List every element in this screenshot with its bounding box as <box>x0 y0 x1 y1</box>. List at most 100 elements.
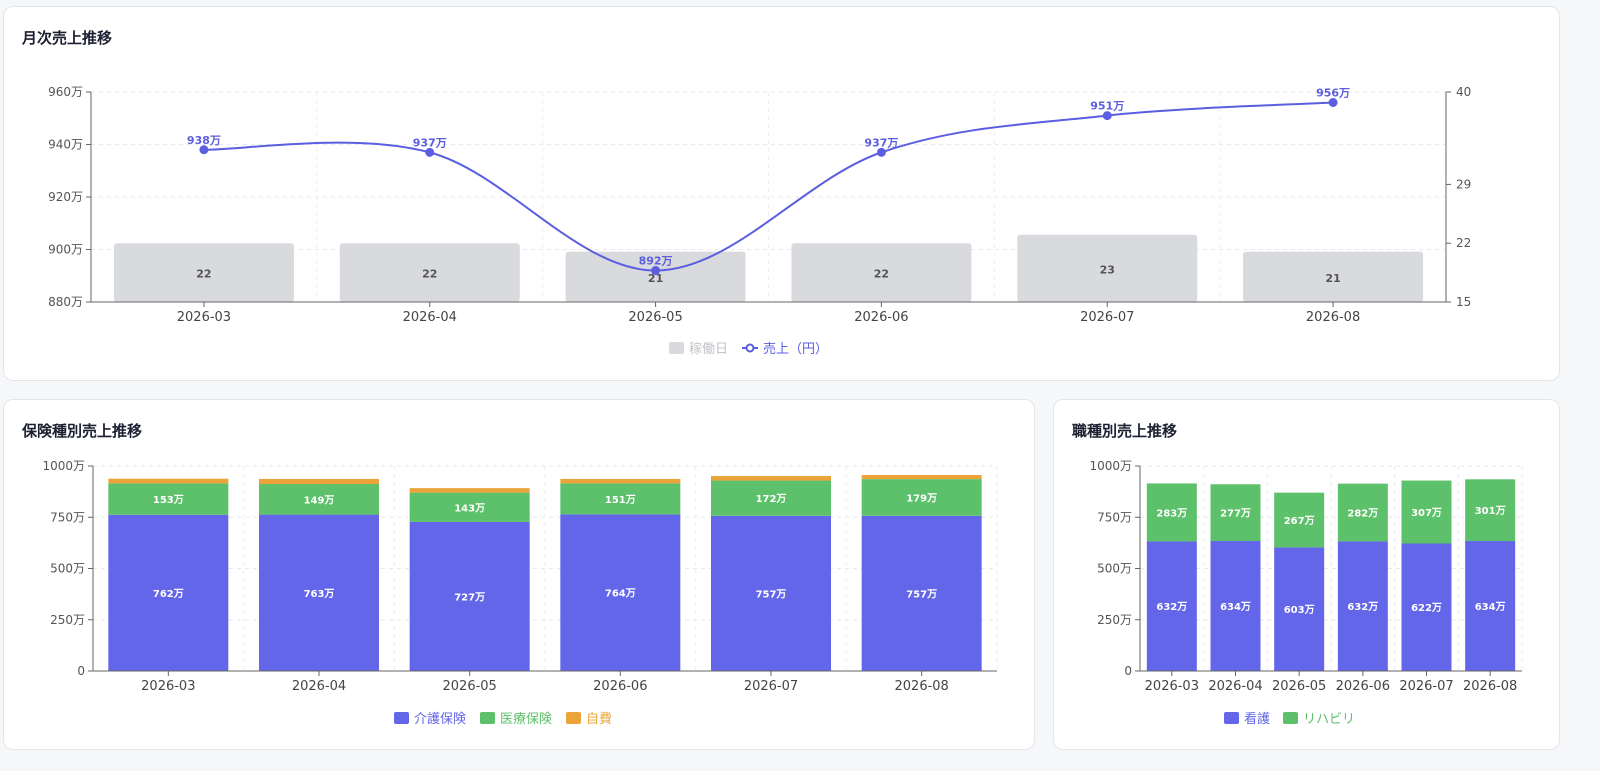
segment-value-label: 172万 <box>756 493 787 505</box>
segment-value-label: 151万 <box>605 494 636 506</box>
y-left-tick-label: 940万 <box>48 138 83 152</box>
y-left-tick-label: 960万 <box>48 85 83 99</box>
stacked-bar-segment <box>1401 543 1452 671</box>
segment-value-label: 301万 <box>1475 505 1506 517</box>
stacked-bar-segment <box>711 515 831 671</box>
stacked-bar-segment <box>861 479 982 516</box>
working-days-bar <box>113 243 294 302</box>
stacked-bar-segment <box>861 475 982 480</box>
sales-point <box>876 147 886 157</box>
insurance-sales-card: 保険種別売上推移 0 250万 500万 750万 1000万 762万 153万 2026-… <box>3 399 1035 750</box>
stacked-bar-segment <box>1210 484 1261 542</box>
y-tick-label: 1000万 <box>1089 459 1132 473</box>
segment-value-label: 632万 <box>1347 601 1378 613</box>
stacked-bar-segment <box>1465 479 1516 542</box>
stacked-bar-segment <box>108 514 229 671</box>
segment-value-label: 277万 <box>1220 508 1251 520</box>
legend-swatch <box>394 712 409 724</box>
legend-swatch <box>566 712 581 724</box>
stacked-bar-segment <box>1146 483 1197 542</box>
x-tick-label: 2026-05 <box>1272 679 1326 694</box>
y-tick-label: 500万 <box>1097 562 1132 576</box>
stacked-bar-segment <box>560 514 681 671</box>
line-value-label: 951万 <box>1090 100 1124 113</box>
stacked-bar-segment <box>560 483 681 515</box>
segment-value-label: 763万 <box>304 588 335 600</box>
line-value-label: 956万 <box>1316 87 1350 100</box>
segment-value-label: 179万 <box>906 492 937 504</box>
line-value-label: 937万 <box>413 136 447 149</box>
segment-value-label: 634万 <box>1220 601 1251 613</box>
segment-value-label: 153万 <box>153 494 184 506</box>
occupation-sales-title: 職種別売上推移 <box>1072 422 1178 440</box>
monthly-sales-title: 月次売上推移 <box>22 29 113 47</box>
segment-value-label: 267万 <box>1284 515 1315 527</box>
stacked-bar-segment <box>259 478 379 485</box>
legend-label: 介護保険 <box>414 711 466 727</box>
insurance-sales-chart: 0 250万 500万 750万 1000万 762万 153万 2026-03 763万 149… <box>42 459 998 727</box>
y-left-tick-label: 920万 <box>48 190 83 204</box>
sales-point <box>425 147 435 157</box>
stacked-bar-segment <box>259 514 379 671</box>
y-tick-label: 0 <box>1124 664 1132 678</box>
legend-label: リハビリ <box>1303 712 1355 727</box>
sales-point <box>1328 98 1338 107</box>
occupation-sales-chart: 0 250万 500万 750万 1000万 632万 283万 2026-03 634万 277… <box>1089 459 1523 727</box>
x-tick-label: 2026-06 <box>1336 679 1390 694</box>
stacked-bar-segment <box>1210 541 1261 671</box>
line-value-label: 937万 <box>864 136 898 149</box>
line-value-label: 938万 <box>187 134 221 147</box>
stacked-bar-segment <box>1465 541 1516 671</box>
legend-swatch <box>480 712 495 724</box>
bar-value-label: 21 <box>648 272 663 285</box>
stacked-bar-segment <box>560 478 681 484</box>
monthly-sales-card: 月次売上推移 880万 900万 920万 940万 960万 15 22 29 40 22 22 2… <box>3 6 1560 381</box>
segment-value-label: 149万 <box>304 494 335 506</box>
legend-marker-sales <box>745 343 755 353</box>
x-tick-label: 2026-03 <box>141 679 195 694</box>
x-tick-label: 2026-08 <box>1306 310 1360 325</box>
sales-line <box>203 101 1334 272</box>
x-tick-label: 2026-04 <box>403 310 457 325</box>
x-tick-label: 2026-04 <box>1208 679 1262 694</box>
legend-label: 自費 <box>586 712 612 727</box>
x-tick-label: 2026-03 <box>1145 679 1199 694</box>
stacked-bar-segment <box>861 515 982 671</box>
line-value-label: 892万 <box>639 255 673 268</box>
y-right-tick-label: 29 <box>1456 177 1471 191</box>
bar-value-label: 21 <box>1325 272 1340 285</box>
legend-label-working-days: 稼働日 <box>689 342 728 357</box>
legend-label: 医療保険 <box>500 712 552 727</box>
x-tick-label: 2026-05 <box>443 679 497 694</box>
segment-value-label: 757万 <box>906 588 937 600</box>
x-tick-label: 2026-05 <box>628 310 682 325</box>
monthly-sales-chart: 880万 900万 920万 940万 960万 15 22 29 40 22 22 21 22 23 21… <box>48 85 1471 357</box>
working-days-bar <box>1243 251 1424 302</box>
working-days-bar <box>339 243 520 302</box>
stacked-bar-segment <box>108 478 229 484</box>
stacked-bar-segment <box>1274 547 1325 671</box>
stacked-bar-segment <box>1274 492 1325 548</box>
bar-value-label: 22 <box>422 268 437 281</box>
segment-value-label: 764万 <box>605 588 636 600</box>
x-tick-label: 2026-07 <box>1080 310 1134 325</box>
x-tick-label: 2026-07 <box>744 679 798 694</box>
x-tick-label: 2026-07 <box>1399 679 1453 694</box>
segment-value-label: 634万 <box>1475 601 1506 613</box>
segment-value-label: 603万 <box>1284 604 1315 616</box>
segment-value-label: 762万 <box>153 588 184 600</box>
stacked-bar-segment <box>1401 480 1452 544</box>
stacked-bar-segment <box>1337 541 1388 671</box>
x-tick-label: 2026-08 <box>895 679 949 694</box>
working-days-bar <box>565 251 746 302</box>
y-tick-label: 750万 <box>50 510 85 524</box>
y-left-tick-label: 880万 <box>48 295 83 309</box>
stacked-bar-segment <box>409 492 530 522</box>
x-tick-label: 2026-08 <box>1463 679 1517 694</box>
segment-value-label: 143万 <box>454 502 485 514</box>
bar-value-label: 23 <box>1100 263 1115 276</box>
x-tick-label: 2026-06 <box>854 310 908 325</box>
sales-point <box>1102 111 1112 121</box>
y-tick-label: 750万 <box>1097 510 1132 524</box>
segment-value-label: 622万 <box>1411 602 1442 614</box>
